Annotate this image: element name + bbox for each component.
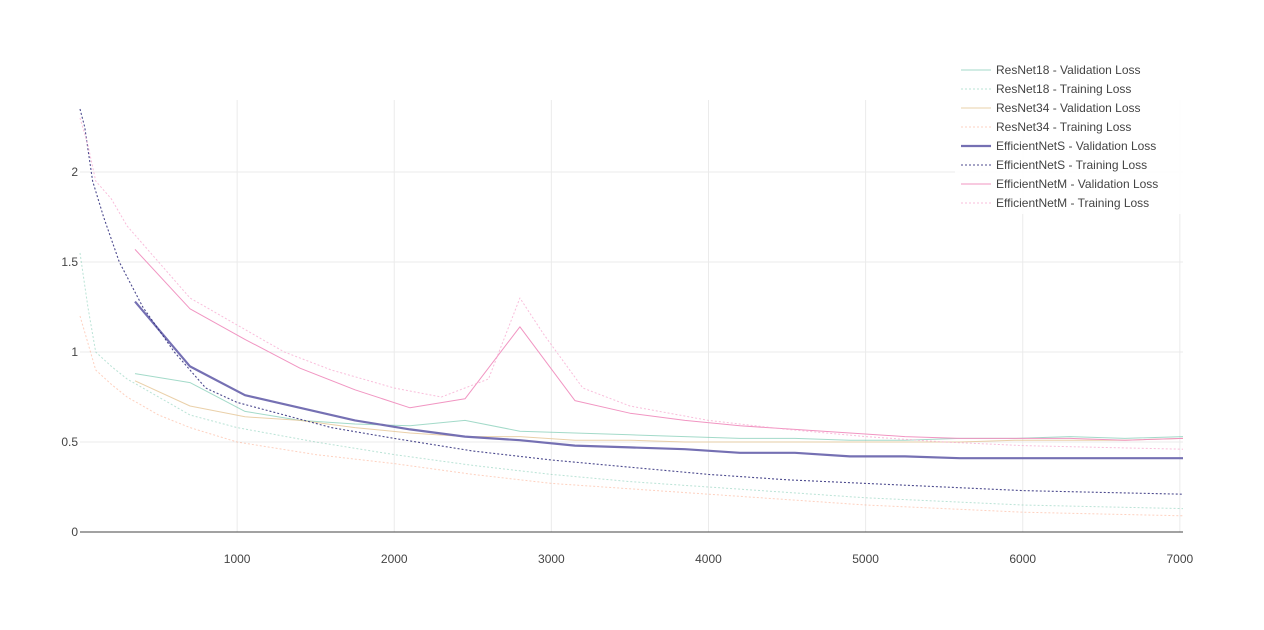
x-tick-label: 1000 — [224, 552, 251, 566]
x-tick-label: 4000 — [695, 552, 722, 566]
legend-label[interactable]: EfficientNetS - Validation Loss — [996, 139, 1156, 153]
axes: 1000 2000 3000 4000 5000 6000 7000 0 0.5 1 1.5 2 — [61, 165, 1193, 566]
series-line-6 — [134, 249, 1184, 441]
legend[interactable]: ResNet18 - Validation Loss ResNet18 - Tra… — [955, 58, 1255, 214]
x-tick-label: 5000 — [852, 552, 879, 566]
series-line-5 — [79, 108, 1184, 495]
legend-label[interactable]: EfficientNetM - Validation Loss — [996, 177, 1158, 191]
y-tick-label: 0.5 — [61, 435, 78, 449]
legend-label[interactable]: ResNet34 - Validation Loss — [996, 101, 1141, 115]
legend-label[interactable]: ResNet18 - Training Loss — [996, 82, 1131, 96]
y-tick-label: 1.5 — [61, 255, 78, 269]
legend-label[interactable]: EfficientNetM - Training Loss — [996, 196, 1149, 210]
x-tick-label: 6000 — [1009, 552, 1036, 566]
series-line-7 — [79, 117, 1184, 450]
series-lines — [79, 108, 1184, 517]
y-tick-label: 1 — [71, 345, 78, 359]
legend-label[interactable]: ResNet34 - Training Loss — [996, 120, 1131, 134]
y-tick-label: 2 — [71, 165, 78, 179]
legend-label[interactable]: EfficientNetS - Training Loss — [996, 158, 1147, 172]
legend-background — [955, 58, 1255, 214]
x-tick-label: 2000 — [381, 552, 408, 566]
x-tick-label: 3000 — [538, 552, 565, 566]
x-tick-label: 7000 — [1167, 552, 1194, 566]
series-line-1 — [79, 252, 1184, 510]
series-line-3 — [79, 315, 1184, 517]
legend-label[interactable]: ResNet18 - Validation Loss — [996, 63, 1141, 77]
series-line-4 — [134, 300, 1183, 460]
y-tick-label: 0 — [71, 525, 78, 539]
